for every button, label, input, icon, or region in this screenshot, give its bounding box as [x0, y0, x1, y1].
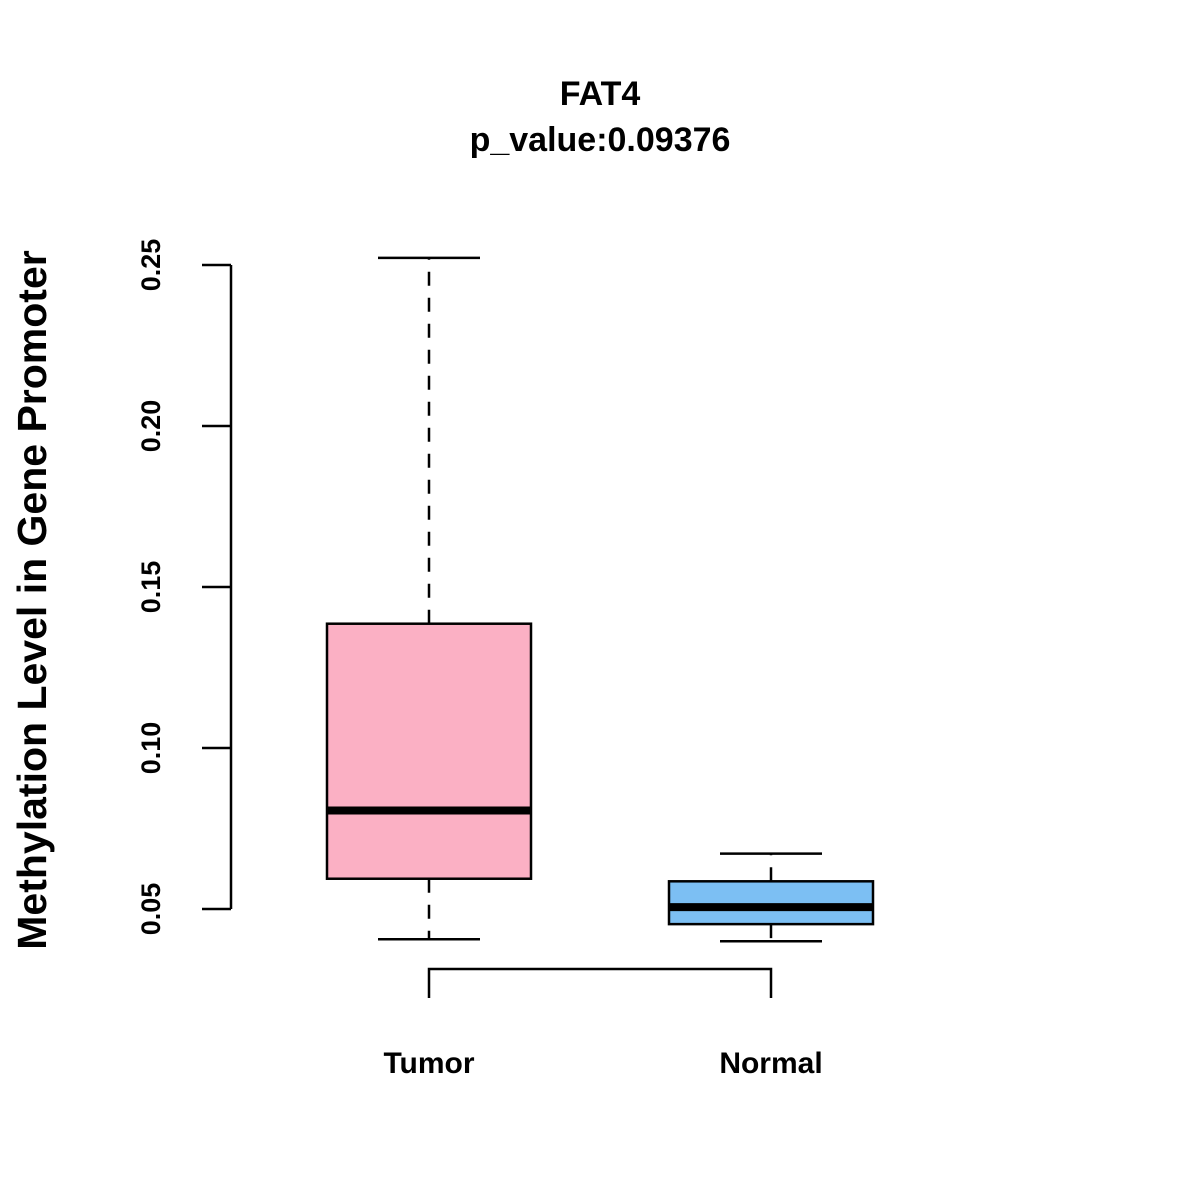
box-normal [667, 852, 875, 943]
y-tick-label: 0.05 [136, 883, 166, 936]
box-iqr [667, 880, 875, 926]
x-axis-labels: Tumor Normal [383, 1047, 822, 1080]
y-tick-label: 0.25 [136, 239, 166, 292]
box-iqr [325, 622, 533, 880]
chart-title: FAT4 [560, 75, 641, 113]
box-tumor [325, 256, 533, 941]
boxes [325, 256, 875, 943]
x-label-tumor: Tumor [383, 1047, 474, 1080]
chart-subtitle: p_value:0.09376 [470, 121, 731, 159]
bracket-line [427, 967, 773, 998]
y-tick-label: 0.20 [136, 400, 166, 453]
y-tick-label: 0.10 [136, 722, 166, 775]
x-label-normal: Normal [719, 1047, 822, 1080]
y-axis: 0.05 0.10 0.15 0.20 0.25 [136, 239, 233, 936]
y-tick-label: 0.15 [136, 561, 166, 614]
comparison-bracket [427, 967, 773, 998]
y-axis-label: Methylation Level in Gene Promoter [9, 250, 55, 949]
